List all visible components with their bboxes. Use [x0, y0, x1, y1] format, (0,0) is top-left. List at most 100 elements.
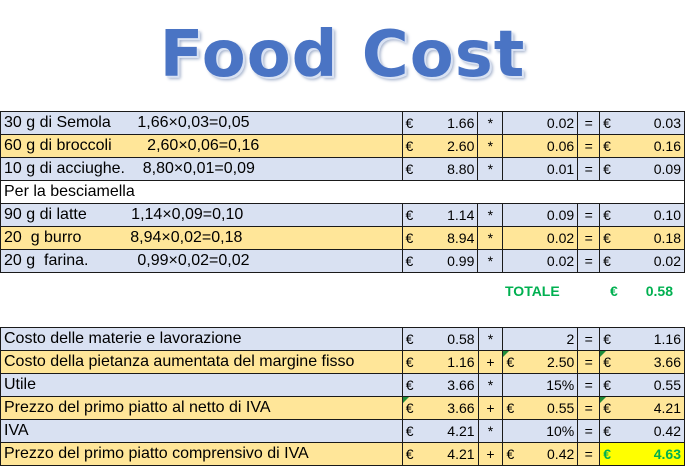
total-cell[interactable]: €0.18: [599, 226, 685, 250]
quantity-cell[interactable]: 0.02: [502, 249, 579, 273]
price-cell[interactable]: €1.66: [401, 111, 479, 135]
price-cell[interactable]: €4.21: [401, 419, 479, 443]
row-description[interactable]: 30 g di Semola 1,66×0,03=0,05: [0, 111, 403, 135]
currency-symbol: €: [405, 400, 414, 416]
operator-cell[interactable]: *: [477, 249, 504, 273]
equals-cell[interactable]: =: [577, 203, 601, 227]
quantity-value: 10%: [546, 423, 575, 439]
total-cell[interactable]: €0.55: [599, 373, 685, 397]
section-label[interactable]: Per la besciamella: [0, 180, 685, 204]
equals-cell[interactable]: =: [577, 226, 601, 250]
total-cell[interactable]: €0.02: [599, 249, 685, 273]
price-value: 4.21: [447, 446, 475, 462]
row-description[interactable]: 20 g burro 8,94×0,02=0,18: [0, 226, 403, 250]
quantity-cell[interactable]: €2.50: [502, 350, 579, 374]
total-cell[interactable]: €0.03: [599, 111, 685, 135]
row-description[interactable]: Costo delle materie e lavorazione: [0, 327, 403, 351]
total-cell[interactable]: €3.66: [599, 350, 685, 374]
equals-cell[interactable]: =: [577, 134, 601, 158]
price-cell[interactable]: €3.66: [401, 373, 479, 397]
page-title: Food Cost: [159, 18, 526, 92]
operator-cell[interactable]: +: [477, 442, 504, 466]
equals-cell[interactable]: =: [577, 396, 601, 420]
quantity-cell[interactable]: €0.55: [502, 396, 579, 420]
currency-symbol: €: [603, 377, 612, 393]
operator-cell[interactable]: *: [477, 373, 504, 397]
currency-symbol: €: [405, 230, 414, 246]
price-cell[interactable]: €2.60: [401, 134, 479, 158]
row-description[interactable]: Costo della pietanza aumentata del margi…: [0, 350, 403, 374]
operator-cell[interactable]: *: [477, 157, 504, 181]
operator-cell[interactable]: *: [477, 226, 504, 250]
equals-cell[interactable]: =: [577, 111, 601, 135]
row-description[interactable]: IVA: [0, 419, 403, 443]
quantity-cell[interactable]: 0.02: [502, 226, 579, 250]
quantity-cell[interactable]: 0.09: [502, 203, 579, 227]
operator-cell[interactable]: +: [477, 396, 504, 420]
row-description[interactable]: Prezzo del primo piatto al netto di IVA: [0, 396, 403, 420]
currency-symbol: €: [405, 138, 414, 154]
operator-cell[interactable]: *: [477, 134, 504, 158]
operator-cell[interactable]: *: [477, 111, 504, 135]
totale-value: 0.58: [645, 283, 673, 299]
currency-symbol: €: [405, 331, 414, 347]
total-cell[interactable]: €0.42: [599, 419, 685, 443]
equals-cell[interactable]: =: [577, 419, 601, 443]
total-cell[interactable]: €4.63: [599, 442, 685, 466]
total-value: 0.42: [653, 423, 681, 439]
row-description[interactable]: 10 g di acciughe. 8,80×0,01=0,09: [0, 157, 403, 181]
equals-cell[interactable]: =: [577, 442, 601, 466]
quantity-cell[interactable]: 15%: [502, 373, 579, 397]
equals-cell[interactable]: =: [577, 350, 601, 374]
price-value: 0.99: [447, 253, 475, 269]
totale-row: TOTALE € 0.58: [0, 283, 685, 303]
price-value: 0.58: [447, 331, 475, 347]
equals-cell[interactable]: =: [577, 373, 601, 397]
quantity-cell[interactable]: 0.06: [502, 134, 579, 158]
equals-cell[interactable]: =: [577, 157, 601, 181]
price-cell[interactable]: €1.14: [401, 203, 479, 227]
total-value: 0.18: [653, 230, 681, 246]
operator-cell[interactable]: *: [477, 203, 504, 227]
quantity-cell[interactable]: €0.42: [502, 442, 579, 466]
row-description[interactable]: 60 g di broccoli 2,60×0,06=0,16: [0, 134, 403, 158]
table-row: 90 g di latte 1,14×0,09=0,10 €1.14 * 0.09 = €…: [0, 203, 685, 227]
total-cell[interactable]: €4.21: [599, 396, 685, 420]
operator-cell[interactable]: *: [477, 327, 504, 351]
total-cell[interactable]: €1.16: [599, 327, 685, 351]
price-cell[interactable]: €0.58: [401, 327, 479, 351]
operator-cell[interactable]: +: [477, 350, 504, 374]
total-cell[interactable]: €0.10: [599, 203, 685, 227]
currency-symbol: €: [506, 354, 515, 370]
table-row: Prezzo del primo piatto al netto di IVA €…: [0, 396, 685, 420]
equals-cell[interactable]: =: [577, 327, 601, 351]
quantity-value: 0.02: [546, 115, 575, 131]
price-value: 1.66: [447, 115, 475, 131]
quantity-cell[interactable]: 0.01: [502, 157, 579, 181]
row-description[interactable]: 20 g farina. 0,99×0,02=0,02: [0, 249, 403, 273]
quantity-cell[interactable]: 2: [502, 327, 579, 351]
price-cell[interactable]: €8.94: [401, 226, 479, 250]
row-description[interactable]: 90 g di latte 1,14×0,09=0,10: [0, 203, 403, 227]
currency-symbol: €: [405, 354, 414, 370]
row-description[interactable]: Prezzo del primo piatto comprensivo di I…: [0, 442, 403, 466]
price-cell[interactable]: €3.66: [401, 396, 479, 420]
currency-symbol: €: [405, 377, 414, 393]
row-description[interactable]: Utile: [0, 373, 403, 397]
price-cell[interactable]: €0.99: [401, 249, 479, 273]
currency-symbol: €: [603, 230, 611, 246]
currency-symbol: €: [603, 400, 612, 416]
price-cell[interactable]: €1.16: [401, 350, 479, 374]
total-cell[interactable]: €0.16: [599, 134, 685, 158]
price-cell[interactable]: €4.21: [401, 442, 479, 466]
equals-cell[interactable]: =: [577, 249, 601, 273]
currency-symbol: €: [405, 115, 414, 131]
operator-cell[interactable]: *: [477, 419, 504, 443]
currency-symbol: €: [603, 354, 612, 370]
quantity-value: 15%: [546, 377, 575, 393]
price-cell[interactable]: €8.80: [401, 157, 479, 181]
total-cell[interactable]: €0.09: [599, 157, 685, 181]
quantity-cell[interactable]: 0.02: [502, 111, 579, 135]
quantity-cell[interactable]: 10%: [502, 419, 579, 443]
total-value: 0.09: [653, 161, 681, 177]
